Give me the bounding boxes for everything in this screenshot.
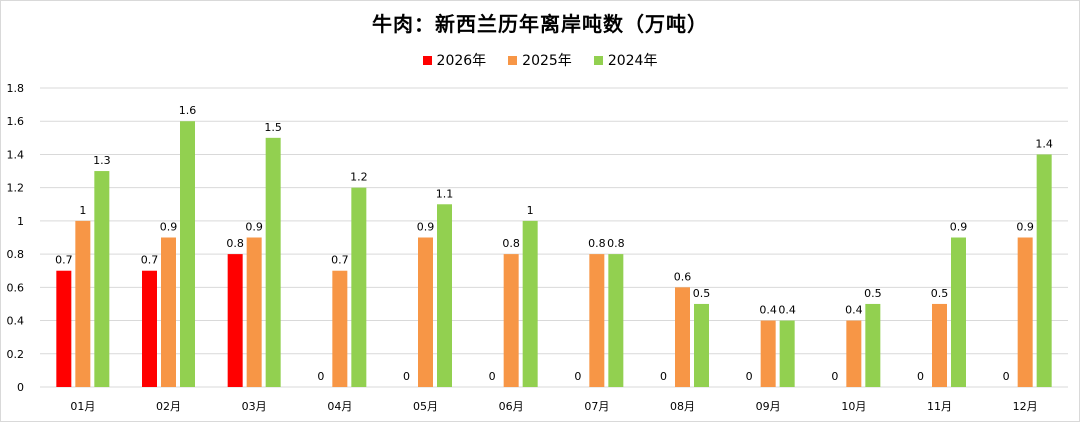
bar [246,237,262,387]
data-label: 0 [403,370,410,383]
data-label: 1.3 [93,154,111,167]
legend-item-2026: 2026年 [422,50,487,70]
bar [161,237,176,387]
bar [332,270,348,387]
bar [75,220,91,387]
bar [846,320,862,387]
bar [522,220,538,387]
bar [503,254,519,387]
x-tick-label: 01月 [70,400,95,413]
bar [180,121,195,387]
x-tick-label: 08月 [670,400,695,413]
data-label: 0 [574,370,581,383]
data-label: 0 [746,370,753,383]
bar [865,303,881,387]
y-tick-label: 0 [17,381,24,394]
bar [265,137,281,387]
data-label: 0 [489,370,496,383]
y-tick-label: 0.2 [7,348,25,361]
x-tick-label: 04月 [327,400,352,413]
bar [418,237,433,387]
data-label: 0.8 [502,237,520,250]
y-tick-label: 1.8 [7,82,25,95]
data-label: 0 [317,370,324,383]
x-tick-label: 06月 [499,400,524,413]
x-tick-label: 09月 [756,400,781,413]
bar [608,254,624,387]
data-label: 0.7 [141,254,159,267]
x-tick-label: 02月 [156,400,181,413]
data-label: 0 [917,370,924,383]
bar [1017,237,1033,387]
data-label: 0.4 [778,304,796,317]
bar [351,187,367,387]
legend-item-2025: 2025年 [508,50,572,70]
data-label: 1.4 [1035,137,1053,150]
bar [227,254,243,387]
legend-item-2024: 2024年 [593,50,658,70]
data-label: 0 [831,370,838,383]
data-label: 1.1 [436,187,454,200]
legend-label-2024: 2024年 [607,53,658,69]
data-label: 0.5 [864,287,882,300]
data-label: 0.6 [674,270,692,283]
legend-swatch-2024 [593,55,603,65]
legend-label-2026: 2026年 [436,53,487,69]
bar [56,270,72,387]
data-label: 1 [527,204,534,217]
legend-swatch-2026 [422,55,432,65]
data-label: 1.5 [264,121,282,134]
legend-swatch-2025 [508,55,518,65]
bar [932,303,947,387]
y-tick-label: 1.6 [7,115,25,128]
bar [951,237,966,387]
chart-title: 牛肉：新西兰历年离岸吨数（万吨） [372,12,708,36]
bar [589,254,605,387]
x-tick-label: 05月 [413,400,438,413]
y-tick-label: 1 [17,215,24,228]
data-label: 0.4 [759,304,777,317]
bar [142,270,157,387]
data-label: 0.7 [331,254,349,267]
data-label: 0.9 [160,221,178,234]
data-label: 0.8 [607,237,625,250]
data-label: 1.2 [350,171,368,184]
data-label: 0.8 [226,237,244,250]
data-label: 1.6 [179,104,197,117]
data-label: 1 [79,204,86,217]
data-label: 0.8 [588,237,606,250]
x-tick-label: 03月 [242,400,267,413]
bar [94,171,110,387]
y-tick-label: 1.2 [7,182,25,195]
x-tick-label: 12月 [1013,400,1038,413]
data-label: 0.9 [417,221,435,234]
x-tick-label: 11月 [927,400,952,413]
data-label: 0.9 [245,221,263,234]
data-label: 0.9 [950,221,968,234]
y-tick-label: 0.8 [7,248,25,261]
bar [694,303,709,387]
data-label: 0 [660,370,667,383]
data-label: 0.9 [1016,221,1034,234]
x-tick-label: 10月 [841,400,866,413]
bar [675,287,690,387]
data-label: 0.5 [693,287,711,300]
legend-label-2025: 2025年 [522,53,572,69]
data-label: 0.5 [931,287,949,300]
data-label: 0 [1003,370,1010,383]
y-tick-label: 0.6 [7,281,25,294]
bar [1036,154,1052,387]
x-tick-label: 07月 [584,400,609,413]
bar [437,204,452,387]
bar [760,320,776,387]
data-label: 0.4 [845,304,863,317]
y-tick-label: 0.4 [7,315,25,328]
bar [779,320,795,387]
y-tick-label: 1.4 [7,148,25,161]
data-label: 0.7 [55,254,73,267]
legend: 2026年 2025年 2024年 [0,50,1080,70]
